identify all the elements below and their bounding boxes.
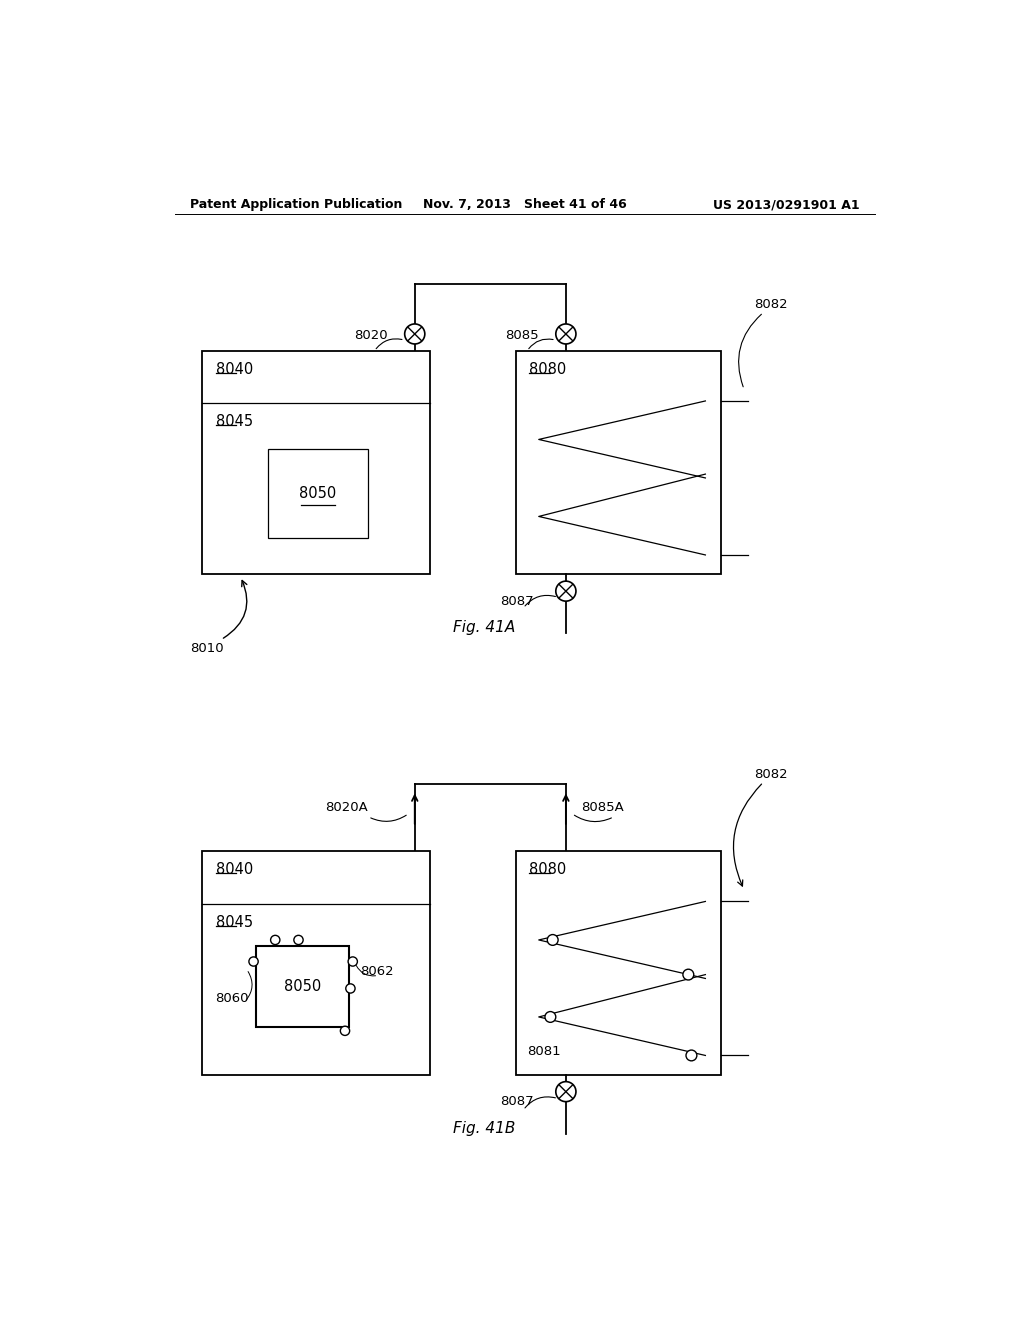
- Circle shape: [686, 1051, 697, 1061]
- Bar: [256, 946, 349, 1027]
- Text: Fig. 41A: Fig. 41A: [454, 620, 516, 635]
- Bar: [202, 851, 430, 1074]
- Bar: [267, 449, 369, 539]
- Circle shape: [270, 936, 280, 945]
- Bar: [202, 351, 430, 574]
- Bar: [515, 351, 721, 574]
- Text: 8050: 8050: [299, 486, 337, 502]
- Circle shape: [683, 969, 693, 979]
- Circle shape: [340, 1026, 349, 1035]
- Circle shape: [346, 983, 355, 993]
- Text: 8081: 8081: [527, 1045, 561, 1059]
- Circle shape: [556, 323, 575, 345]
- Text: 8020: 8020: [354, 329, 388, 342]
- Circle shape: [545, 1011, 556, 1022]
- Text: 8080: 8080: [529, 862, 566, 878]
- Text: Patent Application Publication: Patent Application Publication: [190, 198, 402, 211]
- Text: 8020A: 8020A: [326, 801, 369, 814]
- Circle shape: [294, 936, 303, 945]
- Text: 8040: 8040: [216, 862, 253, 878]
- Text: 8050: 8050: [284, 979, 321, 994]
- Circle shape: [547, 935, 558, 945]
- Circle shape: [556, 1081, 575, 1102]
- Text: Nov. 7, 2013   Sheet 41 of 46: Nov. 7, 2013 Sheet 41 of 46: [423, 198, 627, 211]
- Text: 8045: 8045: [216, 414, 253, 429]
- Circle shape: [556, 581, 575, 601]
- Text: US 2013/0291901 A1: US 2013/0291901 A1: [713, 198, 859, 211]
- Text: 8060: 8060: [216, 993, 249, 1006]
- Text: 8010: 8010: [190, 642, 223, 655]
- Text: 8062: 8062: [360, 965, 394, 978]
- Text: 8045: 8045: [216, 915, 253, 929]
- Circle shape: [348, 957, 357, 966]
- Text: 8085: 8085: [506, 329, 539, 342]
- Text: 8040: 8040: [216, 362, 253, 376]
- Text: 8082: 8082: [755, 298, 787, 312]
- Text: 8080: 8080: [529, 362, 566, 376]
- Text: 8087: 8087: [500, 1096, 534, 1109]
- Text: 8085A: 8085A: [582, 801, 624, 814]
- Circle shape: [404, 323, 425, 345]
- Text: Fig. 41B: Fig. 41B: [454, 1121, 516, 1137]
- Text: 8082: 8082: [755, 768, 787, 781]
- Text: 8087: 8087: [500, 595, 534, 609]
- Circle shape: [249, 957, 258, 966]
- Bar: [515, 851, 721, 1074]
